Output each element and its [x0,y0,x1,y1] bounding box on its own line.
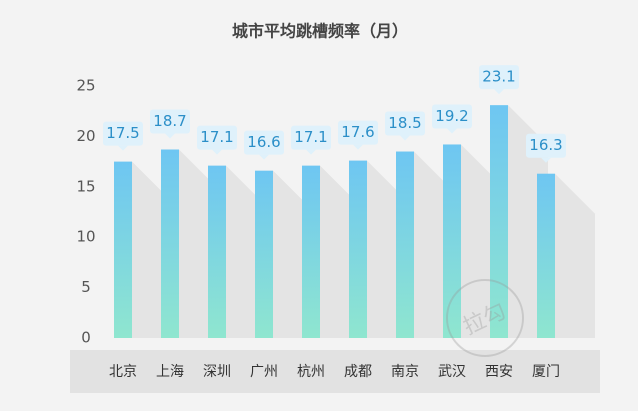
value-label-box [291,125,331,150]
value-label-box [338,120,378,145]
x-tick-label: 厦门 [532,364,560,380]
bar [349,160,367,338]
value-label-pointer [400,135,410,141]
x-tick-label: 上海 [156,364,184,380]
bar-shadow [555,173,595,338]
category-band [70,350,600,393]
value-label-pointer [541,157,551,163]
value-label-pointer [447,128,457,134]
bar [255,170,273,338]
chart-title: 城市平均跳槽频率（月） [232,22,408,41]
value-label: 17.1 [200,128,233,146]
bar [302,165,320,338]
value-label: 17.5 [106,124,139,142]
value-label: 17.1 [294,128,327,146]
value-label: 16.6 [247,133,280,151]
value-label: 19.2 [435,107,468,125]
value-label-box [244,130,284,155]
value-label-box [432,104,472,129]
bar [396,151,414,338]
bar [114,161,132,338]
bar [537,173,555,338]
value-label-pointer [306,149,316,155]
x-tick-label: 杭州 [297,364,325,380]
x-tick-label: 广州 [250,364,278,380]
bar [208,165,226,338]
value-label-box [150,109,190,134]
y-tick-label: 20 [76,127,95,145]
bar [490,105,508,338]
value-label-box [103,121,143,146]
y-tick-label: 10 [76,228,95,246]
value-label-pointer [494,89,504,95]
x-tick-label: 成都 [344,364,372,380]
value-label: 16.3 [529,136,562,154]
value-label-box [197,125,237,150]
value-label: 17.6 [341,123,374,141]
y-tick-label: 5 [81,278,91,296]
value-label: 18.5 [388,114,421,132]
value-label-pointer [259,154,269,160]
value-label-box [385,111,425,136]
value-label-pointer [165,133,175,139]
x-tick-label: 南京 [391,364,419,380]
value-label-box [526,133,566,158]
y-tick-label: 15 [76,177,95,195]
x-tick-label: 武汉 [438,364,466,380]
value-label: 18.7 [153,112,186,130]
bar [443,144,461,338]
value-label-pointer [353,144,363,150]
x-tick-label: 西安 [485,364,513,380]
bar [161,149,179,338]
watermark-circle [446,279,524,357]
value-label-pointer [118,145,128,151]
value-label: 23.1 [482,68,515,86]
y-tick-label: 0 [81,329,91,347]
value-label-box [479,65,519,90]
x-tick-label: 深圳 [203,364,231,380]
x-tick-label: 北京 [109,364,137,380]
y-tick-label: 25 [76,77,95,95]
value-label-pointer [212,149,222,155]
